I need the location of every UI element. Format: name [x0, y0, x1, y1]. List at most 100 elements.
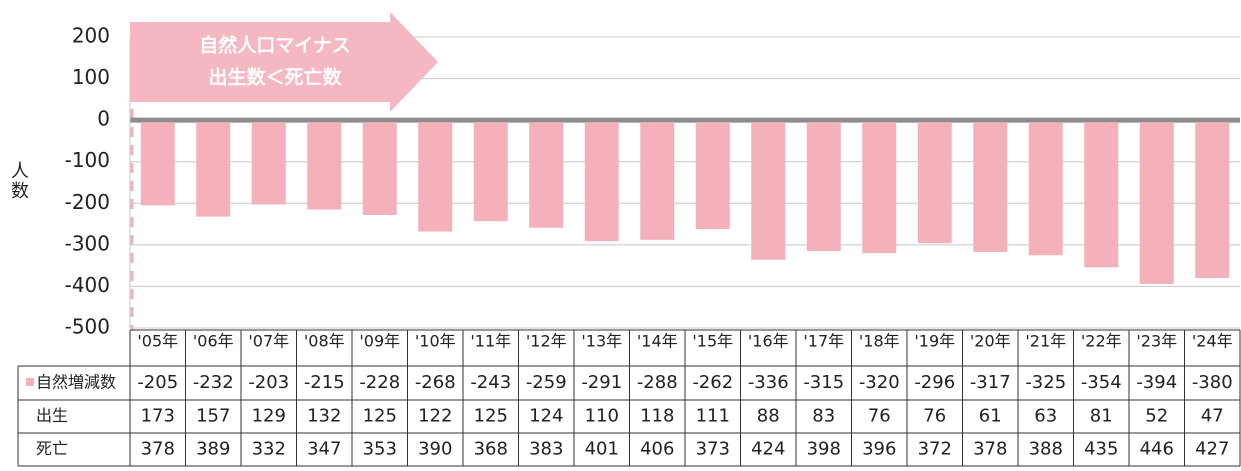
bar — [917, 122, 952, 244]
table-cell: 389 — [196, 439, 230, 460]
bar — [751, 122, 786, 260]
table-cell: 81 — [1090, 406, 1113, 427]
bar — [307, 122, 342, 210]
table-cell: -315 — [803, 372, 844, 393]
table-cell: 125 — [363, 406, 397, 427]
bar — [584, 122, 619, 242]
row-label: 出生 — [36, 406, 68, 425]
bar — [1195, 122, 1230, 279]
legend-label: 自然増減数 — [36, 373, 116, 392]
x-tick-label: '23年 — [1136, 332, 1177, 351]
y-tick-label: 0 — [97, 107, 110, 131]
table-cell: 378 — [973, 439, 1007, 460]
x-tick-label: '05年 — [137, 332, 178, 351]
arrow — [130, 12, 438, 112]
table-cell: 110 — [585, 406, 619, 427]
table-cell: -262 — [692, 372, 733, 393]
table-cell: 111 — [696, 406, 730, 427]
table-cell: -317 — [970, 372, 1011, 393]
table-cell: -203 — [248, 372, 289, 393]
table-cell: -296 — [914, 372, 955, 393]
y-tick-label: -100 — [65, 148, 110, 172]
x-tick-label: '12年 — [526, 332, 567, 351]
y-tick-label: 200 — [72, 24, 110, 48]
bar — [973, 122, 1008, 252]
table-cell: 396 — [862, 439, 896, 460]
x-tick-label: '11年 — [470, 332, 511, 351]
table-cell: -394 — [1136, 372, 1177, 393]
y-tick-label: -400 — [65, 273, 110, 297]
table-cell: -354 — [1081, 372, 1122, 393]
table-cell: -325 — [1025, 372, 1066, 393]
table-cell: 132 — [307, 406, 341, 427]
table-cell: 76 — [868, 406, 891, 427]
table-cell: 47 — [1201, 406, 1224, 427]
table-cell: 424 — [751, 439, 785, 460]
table-cell: -259 — [526, 372, 567, 393]
bar — [140, 122, 175, 206]
table-cell: 406 — [640, 439, 674, 460]
table-cell: 83 — [812, 406, 835, 427]
table-cell: 353 — [363, 439, 397, 460]
x-tick-label: '06年 — [193, 332, 234, 351]
bar — [1139, 122, 1174, 284]
table-cell: 373 — [696, 439, 730, 460]
x-tick-label: '18年 — [859, 332, 900, 351]
y-axis-label: 人数 — [11, 161, 29, 202]
table-cell: 435 — [1084, 439, 1118, 460]
table-cell: -380 — [1192, 372, 1233, 393]
legend-swatch — [26, 378, 34, 386]
x-tick-label: '13年 — [581, 332, 622, 351]
table-cell: 368 — [474, 439, 508, 460]
x-tick-label: '19年 — [914, 332, 955, 351]
x-tick-label: '09年 — [359, 332, 400, 351]
y-tick-label: 100 — [72, 65, 110, 89]
x-tick-label: '21年 — [1025, 332, 1066, 351]
table-cell: 427 — [1195, 439, 1229, 460]
bar — [529, 122, 564, 228]
table-cell: 347 — [307, 439, 341, 460]
table-cell: 125 — [474, 406, 508, 427]
table-cell: 378 — [141, 439, 175, 460]
annotation: 自然人口マイナス — [199, 34, 351, 57]
x-tick-label: '24年 — [1192, 332, 1233, 351]
table-cell: 122 — [418, 406, 452, 427]
table-cell: -215 — [304, 372, 345, 393]
table-cell: 124 — [529, 406, 563, 427]
table-cell: 118 — [640, 406, 674, 427]
table-cell: -268 — [415, 372, 456, 393]
bar — [695, 122, 730, 230]
bar — [251, 122, 286, 205]
table-cell: 446 — [1140, 439, 1174, 460]
table-cell: 398 — [807, 439, 841, 460]
table-cell: -205 — [137, 372, 178, 393]
bar — [862, 122, 897, 254]
table-cell: 388 — [1029, 439, 1063, 460]
bar — [1084, 122, 1119, 268]
table-cell: -320 — [859, 372, 900, 393]
bar — [1028, 122, 1063, 256]
table-cell: 52 — [1145, 406, 1168, 427]
x-tick-label: '08年 — [304, 332, 345, 351]
bar — [362, 122, 397, 215]
table-cell: 372 — [918, 439, 952, 460]
table-cell: -291 — [581, 372, 622, 393]
table-cell: 88 — [757, 406, 780, 427]
y-tick-label: -500 — [65, 315, 110, 339]
table-cell: -336 — [748, 372, 789, 393]
x-tick-label: '10年 — [415, 332, 456, 351]
y-tick-label: -200 — [65, 190, 110, 214]
table-cell: 401 — [585, 439, 619, 460]
bar — [473, 122, 508, 222]
table-cell: -228 — [359, 372, 400, 393]
table-cell: -232 — [193, 372, 234, 393]
annotation: 出生数＜死亡数 — [208, 66, 342, 89]
table-cell: 129 — [252, 406, 286, 427]
x-tick-label: '15年 — [692, 332, 733, 351]
x-tick-label: '22年 — [1081, 332, 1122, 351]
bar — [640, 122, 675, 240]
row-label: 死亡 — [36, 439, 68, 458]
bar — [196, 122, 231, 217]
